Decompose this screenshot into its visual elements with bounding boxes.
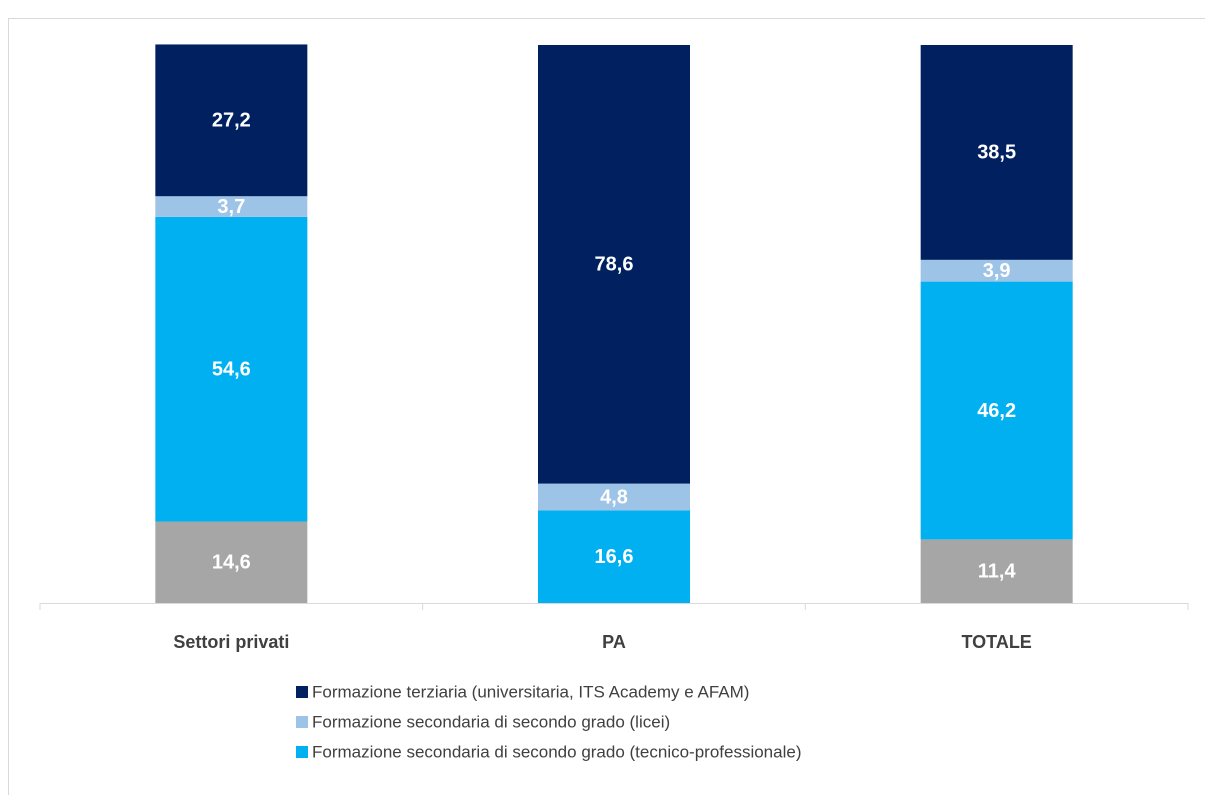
data-label: 54,6 xyxy=(212,358,251,380)
data-label: 16,6 xyxy=(595,546,634,568)
legend-swatch xyxy=(296,746,308,758)
bar-segment xyxy=(155,521,308,603)
legend-label: Formazione secondaria di secondo grado (… xyxy=(312,742,802,761)
bar-segment xyxy=(920,281,1073,540)
bar-segment xyxy=(920,539,1073,603)
data-label: 38,5 xyxy=(977,142,1016,164)
data-label: 27,2 xyxy=(212,110,251,132)
x-tick-label: Settori privati xyxy=(173,632,289,652)
legend-swatch xyxy=(296,716,308,728)
data-label: 14,6 xyxy=(212,552,251,574)
bar-segment xyxy=(155,216,308,522)
data-label: 46,2 xyxy=(977,400,1016,422)
bar-segment xyxy=(538,510,690,603)
bar-segment xyxy=(538,483,690,511)
data-label: 3,7 xyxy=(217,196,245,218)
legend-label: Formazione terziaria (universitaria, ITS… xyxy=(312,682,749,701)
legend-label: Formazione secondaria di secondo grado (… xyxy=(312,712,670,731)
bar-segment xyxy=(920,45,1073,260)
bar-segment xyxy=(538,45,690,484)
bar-segment xyxy=(155,196,308,217)
x-tick-label: TOTALE xyxy=(961,632,1031,652)
bar-segment xyxy=(920,259,1073,282)
data-label: 4,8 xyxy=(600,486,628,508)
data-label: 78,6 xyxy=(595,254,634,276)
data-label: 3,9 xyxy=(983,260,1011,282)
data-label: 11,4 xyxy=(978,560,1017,582)
legend-swatch xyxy=(296,686,308,698)
x-tick-label: PA xyxy=(602,632,626,652)
bar-segment xyxy=(155,44,308,197)
